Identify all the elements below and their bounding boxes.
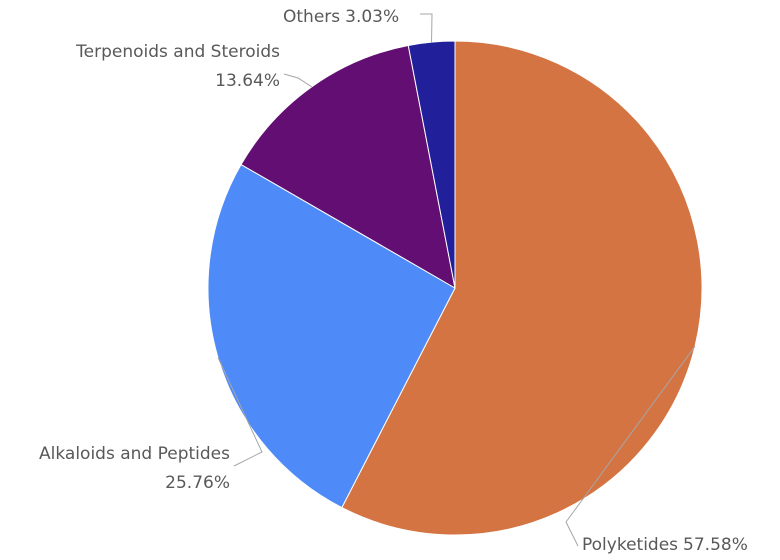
leader-lines-layer bbox=[217, 13, 696, 547]
slices-layer bbox=[207, 40, 703, 536]
label-alkaloids-value: 25.76% bbox=[165, 473, 230, 493]
label-polyketides: Polyketides 57.58% bbox=[582, 535, 748, 555]
label-alkaloids-name: Alkaloids and Peptides bbox=[39, 444, 230, 464]
leader-line-polyketides bbox=[565, 345, 696, 547]
label-others-value: 3.03% bbox=[345, 7, 399, 27]
label-polyketides-value: 57.58% bbox=[683, 535, 748, 555]
label-terpenoids-name: Terpenoids and Steroids bbox=[75, 42, 280, 62]
label-others: Others 3.03% bbox=[283, 7, 399, 27]
label-terpenoids-and-steroids: Terpenoids and Steroids 13.64% bbox=[75, 42, 280, 91]
slice-terpenoids-and-steroids bbox=[240, 44, 456, 289]
label-alkaloids-and-peptides: Alkaloids and Peptides 25.76% bbox=[39, 444, 230, 493]
label-terpenoids-value: 13.64% bbox=[215, 71, 280, 91]
leader-line-alkaloids bbox=[217, 357, 263, 467]
label-others-name: Others bbox=[283, 7, 340, 27]
leader-line-others bbox=[420, 13, 433, 43]
label-polyketides-name: Polyketides bbox=[582, 535, 678, 555]
leader-line-terpenoids bbox=[283, 73, 312, 88]
